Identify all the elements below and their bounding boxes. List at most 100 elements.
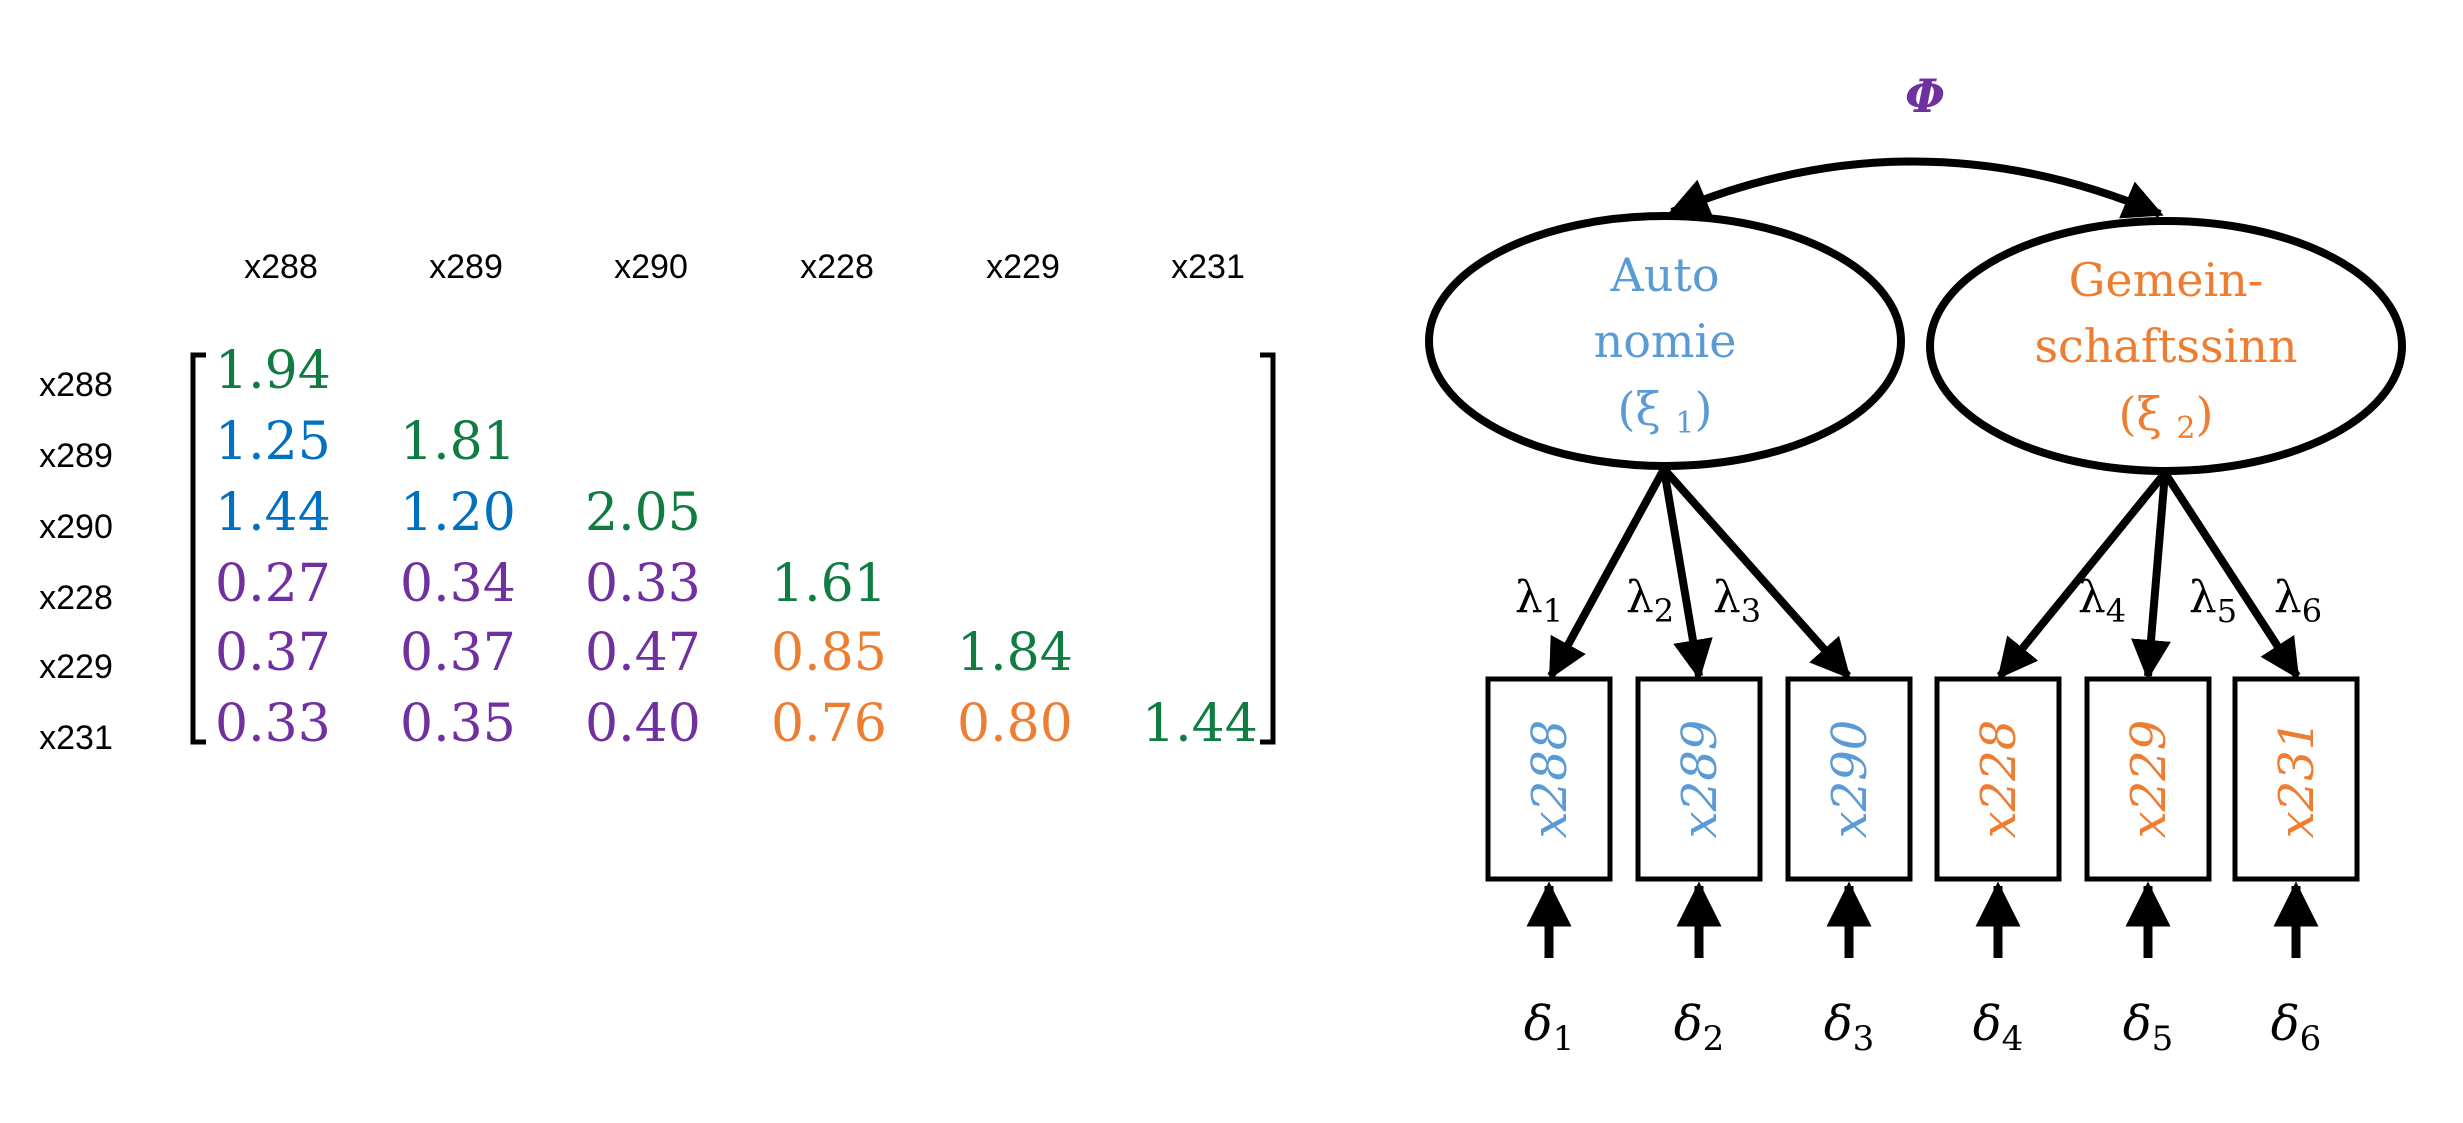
lambda-subscript: 1 [1543,592,1563,630]
loading-arrow [2131,472,2171,680]
loading-label: λ3 [1713,572,1761,630]
error-label: δ2 [1674,996,1725,1059]
column-header: x229 [986,248,1060,286]
lambda-symbol: λ [1626,572,1654,623]
latent-ellipse [1926,217,2406,475]
error-label: δ6 [2271,996,2322,1059]
indicator-label: x290 [1822,720,1878,839]
lambda-symbol: λ [2189,572,2217,623]
matrix-cell: 0.37 [400,623,516,683]
matrix-cell: 0.85 [771,623,887,683]
lambda-symbol: λ [1515,572,1543,623]
indicator-box [1934,676,2062,882]
matrix-cell: 0.34 [400,554,516,614]
latent-factor: Auto nomie (ξ 1) [1425,212,1905,470]
indicator-box [1485,676,1613,882]
delta-subscript: 6 [2300,1019,2322,1059]
latent-symbol: (ξ 1) [1618,382,1713,441]
row-header: x229 [39,648,113,686]
lambda-symbol: λ [1713,572,1741,623]
latent-label: Auto [1609,248,1719,302]
matrix-cell: 0.80 [957,694,1073,754]
loading-arrow [1660,468,1713,680]
delta-subscript: 5 [2152,1019,2174,1059]
delta-symbol: δ [1674,996,1703,1052]
error-label: δ5 [2123,996,2174,1059]
loading-label: λ6 [2274,572,2322,630]
latent-factor: Gemein-schaftssinn (ξ 2) [1926,217,2406,475]
loading-arrow [1547,467,1668,680]
matrix-cell: 1.44 [1142,694,1258,754]
loading-label: λ5 [2189,572,2237,630]
matrix-cell: 0.33 [215,694,331,754]
column-header: x228 [800,248,874,286]
lambda-subscript: 3 [1741,592,1761,630]
xi-symbol: (ξ [1618,382,1676,436]
delta-symbol: δ [2271,996,2300,1052]
delta-subscript: 4 [2002,1019,2024,1059]
matrix-left-bracket [190,352,206,745]
matrix-cell: 0.27 [215,554,331,614]
lambda-subscript: 2 [1654,592,1674,630]
matrix-cell: 1.44 [215,483,331,543]
xi-subscript: 1 [1675,406,1694,441]
matrix-cell: 0.33 [585,554,701,614]
latent-ellipse [1425,212,1905,470]
column-header: x290 [614,248,688,286]
delta-subscript: 1 [1553,1019,1575,1059]
indicator-label: x289 [1672,720,1728,839]
row-header: x290 [39,508,113,546]
column-header: x231 [1171,248,1245,286]
xi-subscript: 2 [2176,411,2195,446]
delta-symbol: δ [1973,996,2002,1052]
matrix-cell: 1.25 [215,412,331,472]
lambda-subscript: 6 [2302,592,2322,630]
matrix-cell: 1.94 [215,341,331,401]
xi-close: ) [2196,387,2214,441]
column-header: x289 [429,248,503,286]
matrix-cell: 1.20 [400,483,516,543]
row-header: x231 [39,719,113,757]
matrix-cell: 0.76 [771,694,887,754]
loading-arrow [1661,466,1851,679]
loading-label: λ2 [1626,572,1674,630]
matrix-cell: 0.37 [215,623,331,683]
loading-label: λ4 [2078,572,2126,630]
latent-label: Gemein- [2069,253,2264,307]
indicator-label: x231 [2269,720,2325,839]
indicator-box [1635,676,1763,882]
latent-label: schaftssinn [2034,319,2297,373]
lambda-subscript: 4 [2106,592,2126,630]
row-header: x228 [39,579,113,617]
latent-label: nomie [1594,314,1737,368]
xi-close: ) [1695,382,1713,436]
path-diagram: Φ Auto nomie (ξ 1) Gemein-schaftssinn (ξ 2) x… [1425,69,2406,1059]
error-label: δ3 [1824,996,1875,1059]
lambda-symbol: λ [2274,572,2302,623]
indicator-box [1785,676,1913,882]
matrix-cell: 1.84 [957,623,1073,683]
error-label: δ4 [1973,996,2024,1059]
matrix-cell: 1.61 [771,554,887,614]
row-header: x288 [39,366,113,404]
indicator-box [2084,676,2212,882]
matrix-cell: 1.81 [400,412,516,472]
matrix-right-bracket [1260,352,1276,745]
delta-symbol: δ [1524,996,1553,1052]
loading-label: λ1 [1515,572,1563,630]
covariance-matrix: x288 x289 x290 x228 x229 x231 x288 x289 x290 x228… [39,248,1276,757]
indicator-box [2232,676,2360,882]
indicator-label: x288 [1522,720,1578,839]
indicator-label: x228 [1971,720,2027,839]
covariance-arrow [1668,157,2164,219]
lambda-symbol: λ [2078,572,2106,623]
row-header: x289 [39,437,113,475]
loading-arrow [2161,470,2301,680]
xi-symbol: (ξ [2119,387,2177,441]
indicator-label: x229 [2121,720,2177,839]
